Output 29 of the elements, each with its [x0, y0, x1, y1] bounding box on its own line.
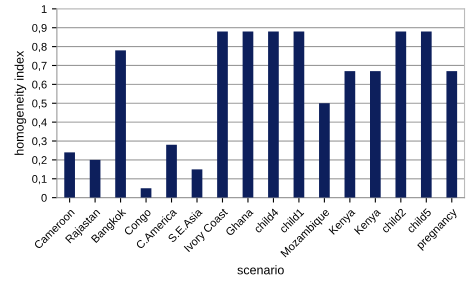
bar — [294, 32, 304, 198]
bar — [268, 32, 279, 198]
y-tick-label: 0,8 — [32, 42, 47, 52]
bar — [395, 32, 406, 198]
y-axis-title: homogeneity index — [14, 50, 26, 155]
bar — [242, 32, 254, 198]
y-tick-label: 0,4 — [32, 118, 47, 128]
bar — [446, 71, 458, 198]
bar — [140, 188, 152, 198]
bar — [64, 152, 75, 198]
y-tick-label: 0,2 — [32, 156, 47, 166]
bar — [166, 144, 177, 198]
bar — [192, 169, 202, 198]
bar — [344, 71, 356, 198]
y-tick-label: 0,9 — [32, 24, 47, 34]
bar — [370, 71, 381, 198]
y-tick-label: 0,1 — [32, 175, 47, 184]
y-tick-label: 0 — [41, 194, 47, 202]
bar — [420, 32, 432, 198]
y-tick-label: 0,5 — [32, 100, 47, 109]
y-tick-label: 0,7 — [32, 62, 47, 71]
bar — [319, 103, 330, 198]
y-tick-label: 0,6 — [32, 80, 47, 90]
bar — [90, 160, 100, 198]
bar — [115, 50, 126, 198]
x-axis-title: scenario — [237, 265, 284, 274]
y-tick-label: 1 — [42, 5, 47, 13]
bar — [217, 32, 228, 198]
y-tick-label: 0,3 — [32, 137, 47, 146]
